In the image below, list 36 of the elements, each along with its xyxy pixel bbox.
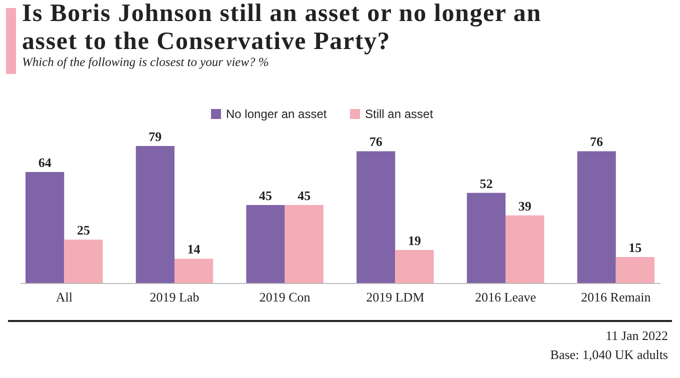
x-tick-label: 2016 Leave [475,290,536,304]
data-label: 52 [480,176,493,191]
x-tick-label: 2019 Con [259,290,311,304]
x-tick-label: All [56,290,73,304]
bar [26,172,64,283]
bar [284,204,324,283]
text: 11 Jan 2022 [604,327,668,345]
data-label: 14 [187,242,201,257]
bar [174,258,214,283]
bar [577,151,616,283]
bar [246,204,285,283]
bar [466,192,506,283]
data-label: 19 [408,233,422,248]
text: Base: 1,040 UK adults [550,346,668,364]
data-label: 15 [628,240,642,255]
x-tick-label: 2019 Lab [150,290,200,304]
data-label: 45 [259,188,273,203]
bar [64,240,103,283]
bar [395,250,434,283]
data-label: 25 [76,222,90,238]
data-label: 79 [148,129,162,144]
data-label: 76 [590,134,604,150]
data-label: 39 [518,198,532,214]
data-label: 64 [38,155,52,170]
bar [136,146,174,283]
data-label: 45 [298,188,312,203]
x-tick-label: 2016 Remain [581,290,652,304]
chart-title: Is Boris Johnson still an asset or no longer an asset to the Conservative Party? [22,0,542,56]
legend-label: Still an asset [365,107,434,121]
x-tick-label: 2019 LDM [366,290,425,304]
bar [356,151,396,283]
legend-label: No longer an asset [226,107,328,121]
chart-subtitle: Which of the following is closest to your view? % [22,55,269,70]
bar [616,256,654,283]
bar [506,215,544,283]
data-label: 76 [369,134,383,150]
